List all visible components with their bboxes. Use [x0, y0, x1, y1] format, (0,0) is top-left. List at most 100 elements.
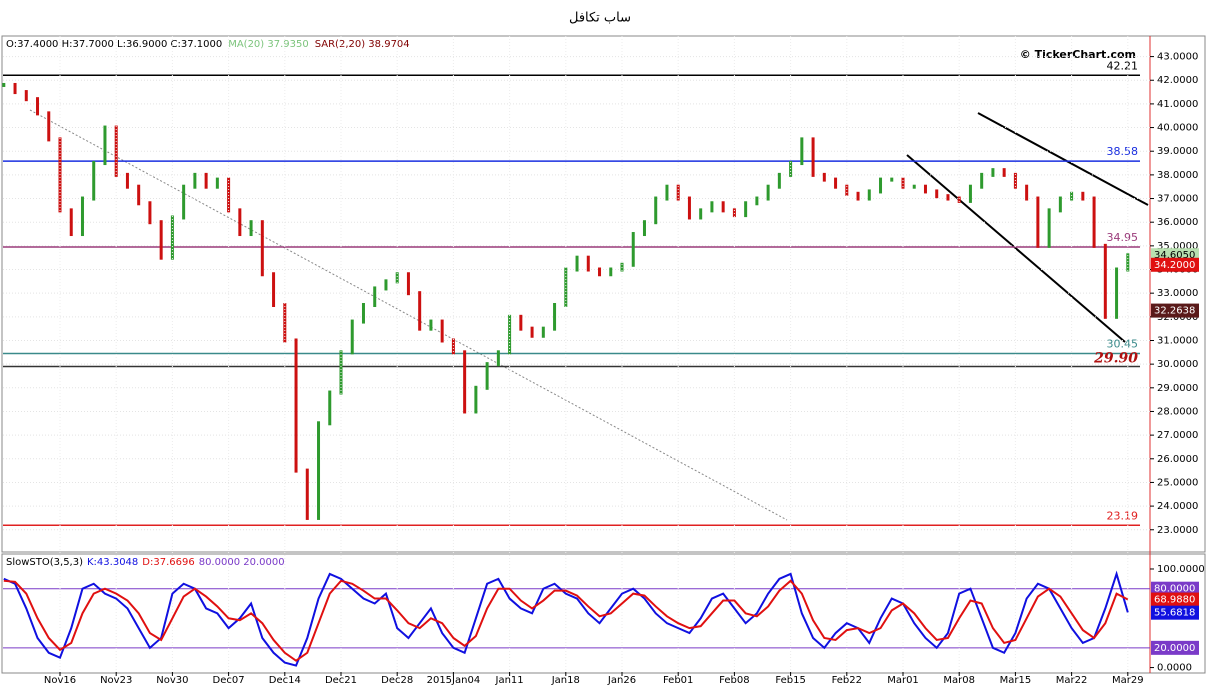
- price-bar: [429, 319, 433, 331]
- level-label: 20.0000: [1154, 643, 1195, 654]
- price-bar: [215, 177, 219, 189]
- series-line: [3, 579, 1129, 662]
- price-bar: [800, 137, 804, 166]
- price-bar: [912, 184, 916, 189]
- y-tick-label: 35.0000: [1157, 241, 1198, 252]
- price-bar: [373, 286, 377, 308]
- level-box: [1151, 640, 1199, 655]
- stochastic-panel: [1, 553, 1206, 674]
- price-bar: [923, 184, 927, 194]
- price-bar: [586, 255, 590, 272]
- y-tick-label: 27.0000: [1157, 430, 1198, 441]
- price-bar: [350, 319, 354, 355]
- price-bar: [148, 201, 152, 225]
- price-box-label: 34.2000: [1154, 260, 1195, 271]
- level-label: 34.95: [1107, 231, 1139, 244]
- x-tick-label: Mar01: [887, 675, 919, 686]
- price-bar: [609, 267, 613, 277]
- price-bar: [1047, 208, 1051, 248]
- price-bar: [687, 196, 691, 220]
- price-bar: [36, 97, 40, 116]
- price-bar: [13, 82, 17, 95]
- price-bar: [260, 220, 264, 277]
- price-bar: [631, 232, 635, 267]
- x-tick-label: Feb22: [832, 675, 862, 686]
- y-tick-label: 0.0000: [1157, 663, 1192, 674]
- price-bar: [822, 172, 826, 182]
- price-bar: [755, 196, 759, 206]
- y-tick-label: 25.0000: [1157, 477, 1198, 488]
- y-tick-label: 36.0000: [1157, 217, 1198, 228]
- series-line: [3, 570, 1129, 667]
- price-bar: [193, 172, 197, 189]
- y-tick-label: 40.0000: [1157, 123, 1198, 134]
- price-box: [1151, 257, 1199, 272]
- x-tick-label: Dec07: [213, 675, 245, 686]
- price-bar: [1081, 191, 1085, 201]
- price-bar: [406, 272, 410, 296]
- price-bar: [92, 161, 96, 201]
- header-text: O:37.4000 H:37.7000 L:36.9000 C:37.1000: [6, 39, 222, 50]
- trend-line: [906, 154, 1126, 343]
- price-bar: [283, 303, 287, 343]
- x-tick-label: Nov30: [156, 675, 188, 686]
- price-bar: [991, 168, 995, 177]
- level-box: [1151, 581, 1199, 596]
- price-bar: [440, 319, 444, 343]
- x-tick-label: Feb01: [663, 675, 693, 686]
- price-bar: [721, 201, 725, 213]
- x-tick-label: Jan11: [495, 675, 524, 686]
- value-box-label: 55.6818: [1154, 608, 1195, 619]
- price-bar: [519, 314, 523, 331]
- header-text: SlowSTO(3,5,3): [6, 557, 83, 568]
- price-bar: [856, 191, 860, 201]
- price-bar: [125, 172, 129, 189]
- price-bar: [2, 82, 6, 87]
- price-bar: [642, 220, 646, 237]
- header-text: SAR(2,20) 38.9704: [315, 39, 410, 50]
- price-bar: [80, 196, 84, 237]
- y-tick-label: 33.0000: [1157, 288, 1198, 299]
- x-tick-label: Dec28: [381, 675, 413, 686]
- price-bar: [328, 390, 332, 426]
- y-tick-label: 29.0000: [1157, 383, 1198, 394]
- price-bar: [361, 303, 365, 324]
- price-bar: [204, 172, 208, 189]
- price-panel: [1, 35, 1206, 553]
- price-bar: [305, 468, 309, 520]
- price-bar: [541, 326, 545, 338]
- level-label: 80.0000: [1154, 584, 1195, 595]
- price-bar: [1103, 243, 1107, 319]
- x-tick-label: 2015Jan04: [427, 675, 481, 686]
- price-bar: [451, 338, 455, 355]
- level-label: 42.21: [1107, 59, 1139, 72]
- y-tick-label: 37.0000: [1157, 194, 1198, 205]
- price-bar: [553, 303, 557, 331]
- x-tick-label: Nov16: [44, 675, 76, 686]
- price-bar: [530, 326, 534, 338]
- x-tick-label: Nov23: [100, 675, 132, 686]
- price-box-label: 32.2638: [1154, 306, 1195, 317]
- value-box-label: 68.9880: [1154, 595, 1195, 606]
- value-box: [1151, 592, 1199, 607]
- price-bar: [1070, 191, 1074, 201]
- value-box: [1151, 605, 1199, 620]
- price-bar: [845, 184, 849, 196]
- price-bar: [1002, 168, 1006, 177]
- x-tick-label: Feb08: [719, 675, 749, 686]
- price-bar: [665, 184, 669, 201]
- y-tick-label: 30.0000: [1157, 359, 1198, 370]
- price-bar: [114, 125, 118, 177]
- price-bar: [238, 208, 242, 237]
- x-tick-label: Jan26: [607, 675, 636, 686]
- price-bar: [1092, 196, 1096, 248]
- price-bar: [879, 177, 883, 194]
- price-bar: [744, 201, 748, 218]
- y-tick-label: 24.0000: [1157, 501, 1198, 512]
- y-tick-label: 39.0000: [1157, 146, 1198, 157]
- price-bar: [485, 362, 489, 390]
- price-bar: [980, 172, 984, 189]
- level-label: 38.58: [1107, 145, 1139, 158]
